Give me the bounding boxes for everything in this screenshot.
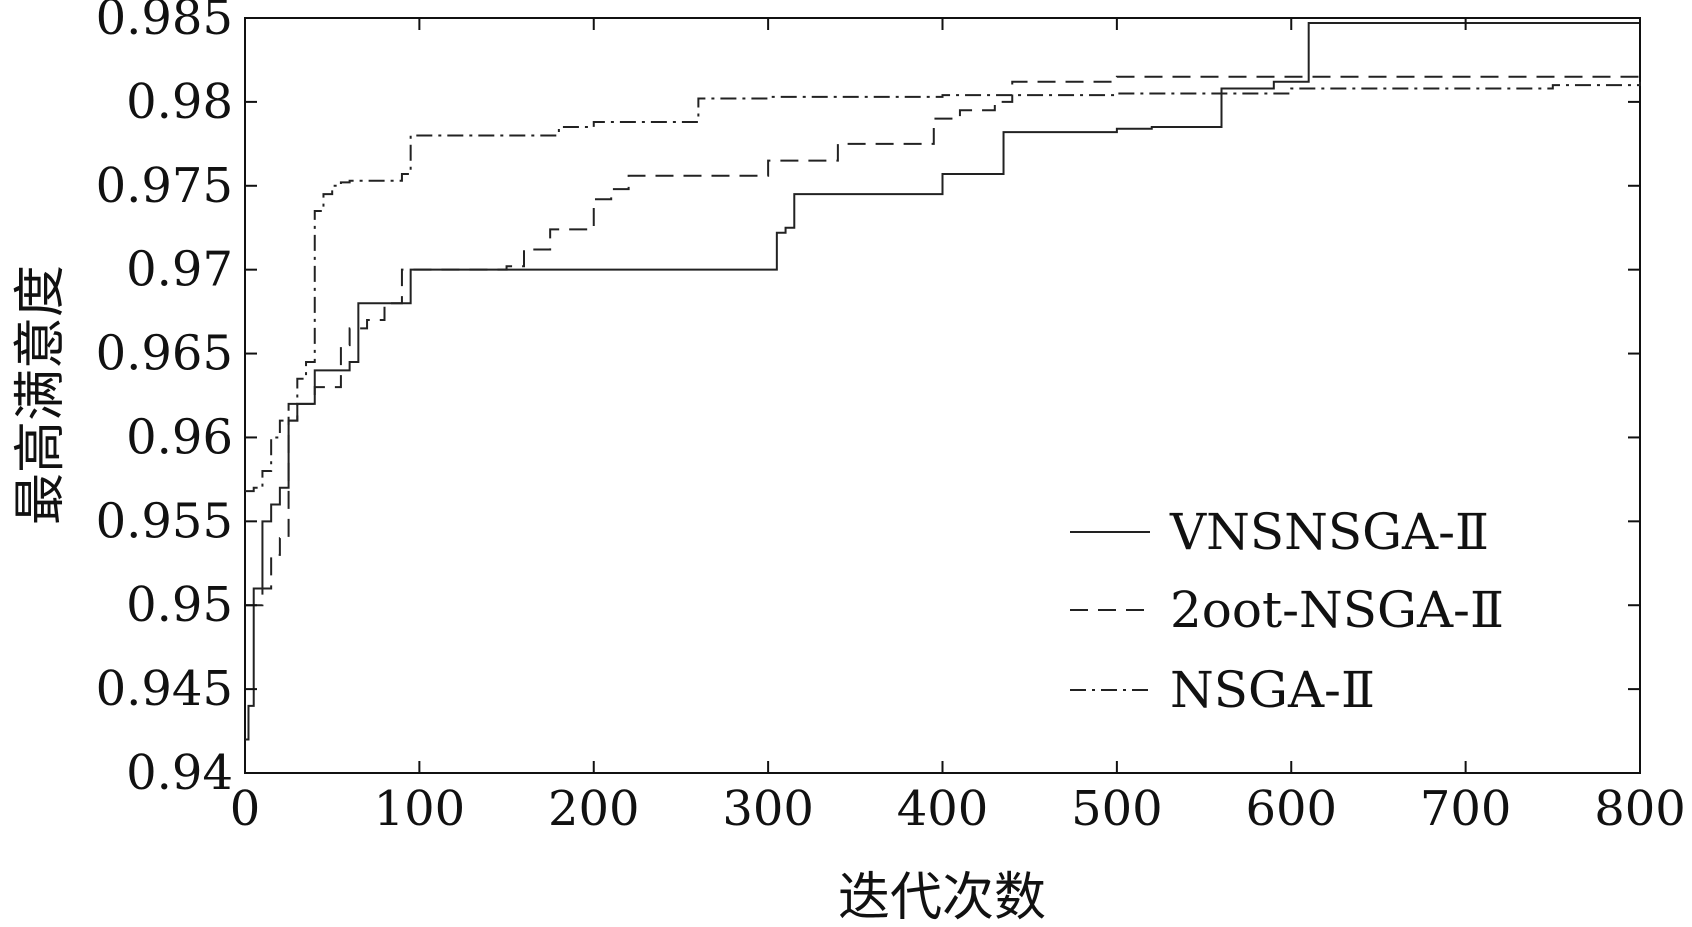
legend-label-2: 2oot-NSGA-Ⅱ	[1170, 581, 1504, 639]
x-tick-label: 300	[722, 781, 814, 837]
y-tick-label: 0.97	[126, 242, 233, 298]
x-tick-label: 700	[1420, 781, 1512, 837]
legend-label-1: VNSNSGA-Ⅱ	[1169, 503, 1489, 561]
x-tick-label: 400	[897, 781, 989, 837]
series-layer	[245, 22, 1641, 741]
y-tick-label: 0.955	[96, 493, 233, 549]
x-axis: 0 100 200 300 400 500 600 700 800	[230, 18, 1686, 837]
y-tick-label: 0.95	[126, 577, 233, 633]
y-tick-label: 0.96	[126, 409, 233, 465]
y-tick-label: 0.94	[126, 745, 233, 801]
y-tick-label: 0.945	[96, 661, 233, 717]
legend: VNSNSGA-Ⅱ 2oot-NSGA-Ⅱ NSGA-Ⅱ	[1070, 503, 1504, 719]
series-line-1	[245, 22, 1640, 741]
y-axis: 0.94 0.945 0.95 0.955 0.96 0.965 0.97 0.975 0.98…	[96, 0, 1640, 801]
plot-area	[244, 17, 1641, 774]
y-tick-label: 0.98	[126, 74, 233, 130]
y-tick-label: 0.965	[96, 326, 233, 382]
x-tick-label: 200	[548, 781, 640, 837]
series-line-2	[245, 75, 1640, 607]
legend-label-3: NSGA-Ⅱ	[1170, 661, 1375, 719]
series-line-3	[245, 81, 1641, 493]
x-tick-label: 100	[374, 781, 466, 837]
x-tick-label: 500	[1071, 781, 1163, 837]
y-axis-label: 最高满意度	[11, 265, 71, 525]
y-tick-label: 0.985	[96, 0, 233, 46]
x-axis-label: 迭代次数	[838, 868, 1046, 927]
x-tick-label: 800	[1594, 781, 1686, 837]
plot-frame	[244, 17, 1641, 774]
x-tick-label: 600	[1245, 781, 1337, 837]
y-tick-label: 0.975	[96, 158, 233, 214]
x-tick-label: 0	[230, 781, 261, 837]
